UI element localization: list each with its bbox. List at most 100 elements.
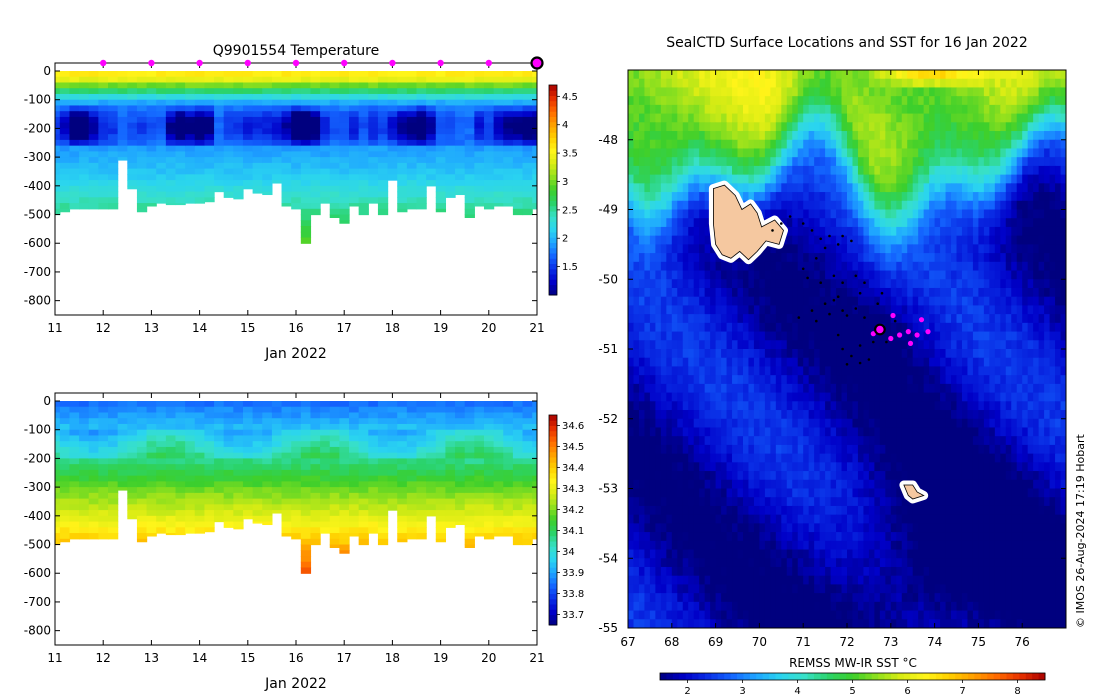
temperature-cell <box>136 151 148 158</box>
sst-cell <box>688 192 695 202</box>
sst-cell <box>923 200 930 210</box>
sst-cell <box>841 279 848 289</box>
sst-cell <box>1038 131 1045 141</box>
sst-cell <box>655 174 662 184</box>
salinity-cell <box>435 446 447 454</box>
temperature-cell <box>223 151 234 158</box>
salinity-cell <box>55 429 61 437</box>
salinity-cell <box>416 446 427 454</box>
sst-cell <box>918 113 925 123</box>
sst-cell <box>638 305 645 315</box>
sst-cell <box>868 261 875 272</box>
salinity-cell <box>127 406 138 414</box>
sst-cell <box>666 192 673 202</box>
temperature-cell <box>455 82 466 89</box>
salinity-cell <box>98 487 109 494</box>
sst-cell <box>682 296 689 306</box>
sst-cell <box>918 96 925 106</box>
sst-cell <box>857 78 864 88</box>
sst-cell <box>808 139 815 149</box>
temperature-cell <box>416 162 427 170</box>
salinity-cell <box>262 510 273 517</box>
temperature-cell <box>242 139 254 147</box>
sst-cell <box>748 139 755 149</box>
temperature-cell <box>214 105 225 112</box>
sst-cell <box>688 305 695 315</box>
sst-cell <box>693 322 700 333</box>
temperature-colorbar-swatch <box>549 205 557 212</box>
salinity-cell <box>117 401 128 408</box>
temperature-cell <box>108 168 119 175</box>
salinity-cell <box>368 418 379 425</box>
sst-cell <box>808 157 815 167</box>
salinity-cell <box>185 504 196 511</box>
temperature-cell <box>339 214 350 221</box>
sst-cell <box>907 235 914 245</box>
sst-cell <box>879 165 886 176</box>
sst-cell <box>1005 209 1012 219</box>
salinity-cell <box>108 521 119 528</box>
salinity-colorbar-label: 33.7 <box>562 610 584 621</box>
sst-cell <box>655 131 662 141</box>
sst-cell <box>989 261 996 272</box>
salinity-cell <box>368 521 379 528</box>
salinity-colorbar-swatch <box>549 562 557 568</box>
salinity-cell <box>368 504 379 511</box>
temperature-cell <box>532 111 537 118</box>
sst-cell <box>633 183 640 193</box>
sst-cell <box>841 139 848 149</box>
temperature-xtick-label: 17 <box>337 321 352 335</box>
temperature-cell <box>117 116 128 124</box>
temperature-cell <box>445 134 456 141</box>
sst-cell <box>1005 157 1012 167</box>
sst-cell <box>1060 235 1066 245</box>
sst-cell <box>956 270 963 280</box>
temperature-colorbar-swatch <box>549 158 557 165</box>
sst-cell <box>677 96 684 106</box>
salinity-cell <box>512 418 524 425</box>
sst-cell <box>666 96 673 106</box>
sst-cell <box>847 218 853 228</box>
salinity-cell <box>406 441 418 448</box>
salinity-cell <box>281 452 292 460</box>
sst-cell <box>753 183 760 193</box>
sst-cell <box>814 279 821 289</box>
salinity-cell <box>532 418 537 425</box>
temperature-cell <box>397 82 408 89</box>
sst-cell <box>660 122 667 132</box>
temperature-colorbar-swatch <box>549 216 557 222</box>
temperature-cell <box>435 134 447 141</box>
salinity-cell <box>79 527 90 534</box>
temperature-cell <box>281 128 292 135</box>
temperature-cell <box>464 157 475 164</box>
sst-cell <box>825 165 832 176</box>
temperature-cell <box>416 203 427 210</box>
temperature-cell <box>416 134 427 141</box>
sst-cell <box>825 157 832 167</box>
sst-cell <box>896 235 903 245</box>
sst-cell <box>901 131 908 141</box>
salinity-colorbar-swatch <box>549 462 557 468</box>
sst-cell <box>797 157 804 167</box>
sst-cell <box>885 113 892 123</box>
sst-cell <box>961 270 968 280</box>
temperature-cell <box>406 145 418 152</box>
salinity-cell <box>329 504 340 511</box>
temperature-cell <box>55 145 61 152</box>
sst-cell <box>852 253 859 263</box>
sst-cell <box>710 131 717 141</box>
salinity-cell <box>185 458 196 465</box>
salinity-cell <box>397 492 408 500</box>
salinity-cell <box>165 412 177 419</box>
salinity-cell <box>483 527 495 534</box>
temperature-cell <box>300 145 312 152</box>
sst-cell <box>934 78 941 88</box>
sst-cell <box>1038 122 1045 132</box>
sst-cell <box>923 279 930 289</box>
salinity-cell <box>329 533 340 540</box>
sst-cell <box>934 139 941 149</box>
sst-cell <box>841 261 848 272</box>
sst-cell <box>628 322 634 333</box>
sst-cell <box>666 235 673 245</box>
sst-cell <box>644 209 651 219</box>
